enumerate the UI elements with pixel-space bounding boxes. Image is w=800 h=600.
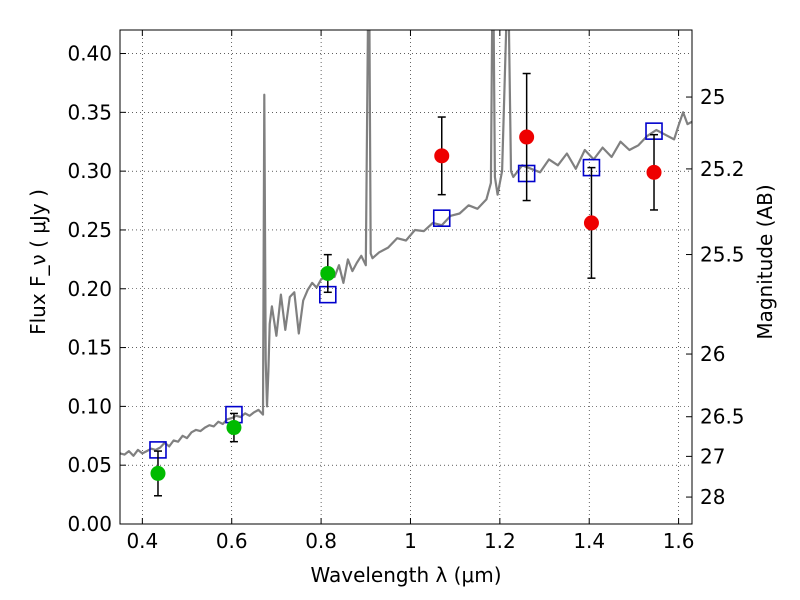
x-axis-label: Wavelength λ (μm) (310, 563, 501, 587)
x-tick-label: 1 (404, 529, 417, 553)
data-point (583, 215, 599, 231)
markers (149, 72, 663, 497)
spectrum-series (120, 30, 692, 457)
y-tick-label: 0.25 (67, 218, 112, 242)
y-tick-label: 0.40 (67, 42, 112, 66)
data-point (320, 265, 336, 281)
model-square-point (432, 209, 451, 227)
spectrum-line (120, 30, 692, 457)
y2-tick-label: 27 (700, 444, 725, 468)
y-tick-label: 0.35 (67, 100, 112, 124)
y-tick-label: 0.20 (67, 277, 112, 301)
x-tick-label: 0.4 (126, 529, 158, 553)
x-tick-label: 1.6 (663, 529, 695, 553)
y-tick-label: 0.10 (67, 394, 112, 418)
data-point (434, 148, 450, 164)
y-axis-label: Flux F_ν ( μJy ) (26, 189, 50, 335)
x-tick-label: 0.6 (216, 529, 248, 553)
y2-tick-label: 26.5 (700, 405, 745, 429)
y2-tick-label: 26 (700, 342, 725, 366)
y-tick-label: 0.15 (67, 336, 112, 360)
y2-tick-label: 25 (700, 85, 725, 109)
x-tick-label: 1.2 (484, 529, 516, 553)
data-point (226, 420, 242, 436)
x-tick-label: 0.8 (305, 529, 337, 553)
data-point (150, 465, 166, 481)
y-tick-label: 0.05 (67, 453, 112, 477)
grid (120, 30, 692, 525)
data-point (519, 129, 535, 145)
y2-tick-label: 28 (700, 485, 725, 509)
ticks: 0.4 0.6 0.8 1 1.2 1.4 1.6 0.00 0.05 0.10 0.15 0.20 0… (67, 30, 745, 553)
right-axis-label: Magnitude (AB) (753, 184, 777, 339)
data-point (646, 164, 662, 180)
y2-tick-label: 25.5 (700, 243, 745, 267)
y-tick-label: 0.00 (67, 512, 112, 536)
x-tick-label: 1.4 (573, 529, 605, 553)
y-tick-label: 0.30 (67, 159, 112, 183)
y2-tick-label: 25.2 (700, 157, 745, 181)
plot-frame (119, 29, 693, 525)
